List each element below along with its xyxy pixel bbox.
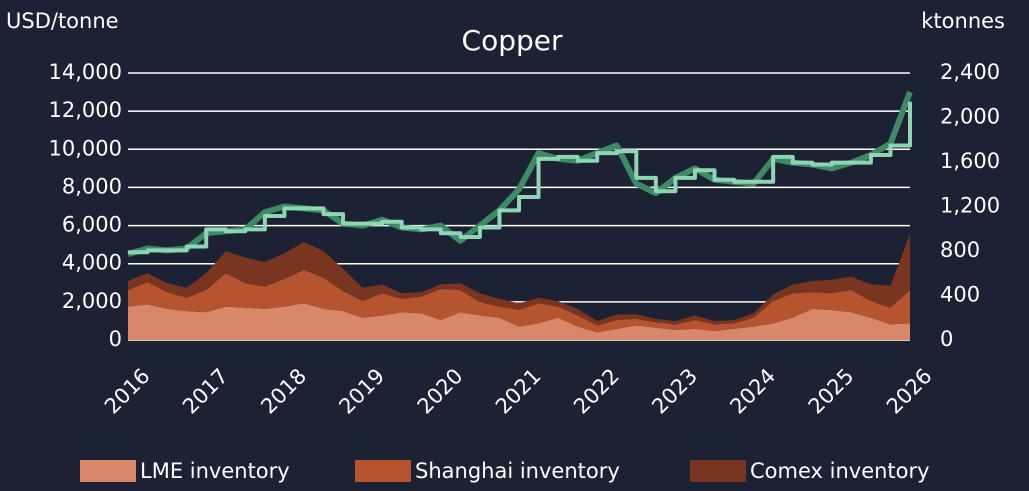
areas bbox=[128, 234, 910, 340]
x-tick-label: 2025 bbox=[804, 364, 859, 419]
y2-tick-label: 800 bbox=[940, 238, 980, 262]
x-tick-label: 2018 bbox=[256, 364, 311, 419]
y-axis-title: USD/tonne bbox=[6, 9, 119, 33]
x-tick-label: 2023 bbox=[647, 364, 702, 419]
x-tick-label: 2016 bbox=[100, 364, 155, 419]
legend-swatch bbox=[355, 460, 411, 482]
y-tick-label: 6,000 bbox=[62, 213, 122, 237]
legend-swatch bbox=[690, 460, 746, 482]
chart-title: Copper bbox=[462, 24, 563, 57]
y-tick-label: 2,000 bbox=[62, 289, 122, 313]
y-tick-label: 14,000 bbox=[49, 60, 122, 84]
legend-label: LME inventory bbox=[140, 459, 290, 483]
y-tick-label: 10,000 bbox=[49, 136, 122, 160]
y-tick-label: 4,000 bbox=[62, 251, 122, 275]
y2-tick-label: 1,600 bbox=[940, 149, 1000, 173]
x-tick-label: 2017 bbox=[178, 364, 233, 419]
x-tick-label: 2019 bbox=[335, 364, 390, 419]
x-tick-label: 2021 bbox=[491, 364, 546, 419]
legend-swatch bbox=[80, 460, 136, 482]
x-tick-label: 2026 bbox=[882, 364, 937, 419]
y-tick-label: 0 bbox=[109, 327, 122, 351]
legend-label: Comex inventory bbox=[750, 459, 930, 483]
stacked-area bbox=[128, 234, 910, 326]
y2-axis-title: ktonnes bbox=[921, 9, 1005, 33]
y-tick-label: 8,000 bbox=[62, 174, 122, 198]
x-tick-label: 2024 bbox=[726, 364, 781, 419]
y2-tick-label: 1,200 bbox=[940, 194, 1000, 218]
y2-tick-label: 0 bbox=[940, 327, 953, 351]
y-tick-label: 12,000 bbox=[49, 98, 122, 122]
y2-tick-label: 2,000 bbox=[940, 105, 1000, 129]
step-line bbox=[128, 101, 912, 255]
stacked-area bbox=[128, 303, 910, 340]
x-tick-label: 2022 bbox=[569, 364, 624, 419]
lines bbox=[127, 91, 913, 258]
y2-tick-label: 400 bbox=[940, 283, 980, 307]
stacked-area bbox=[128, 269, 910, 333]
y2-tick-label: 2,400 bbox=[940, 60, 1000, 84]
price-line bbox=[127, 91, 913, 258]
x-tick-label: 2020 bbox=[413, 364, 468, 419]
legend-label: Shanghai inventory bbox=[415, 459, 620, 483]
